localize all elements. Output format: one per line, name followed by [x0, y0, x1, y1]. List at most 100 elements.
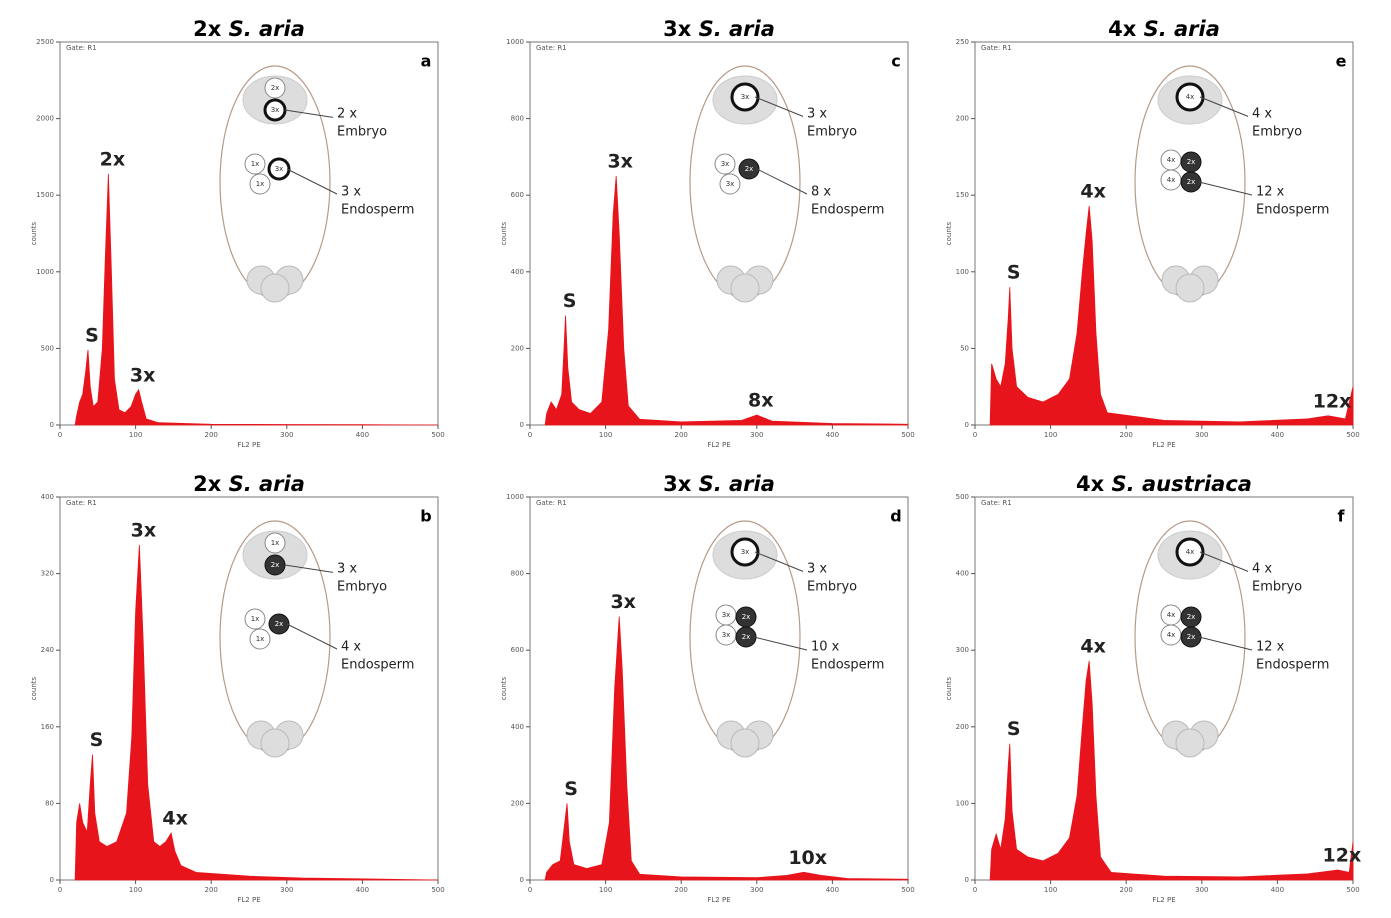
- endosperm-label: Endosperm: [811, 658, 884, 673]
- nucleus-label: 4x: [1167, 631, 1176, 639]
- x-tick-label: 100: [599, 431, 612, 439]
- peak-label: 2x: [100, 148, 125, 170]
- nucleus-label: 4x: [1167, 176, 1176, 184]
- x-tick-label: 0: [973, 431, 977, 439]
- y-tick-label: 600: [511, 646, 524, 654]
- y-tick-label: 0: [965, 421, 969, 429]
- embryo-label: 3 x: [807, 562, 827, 577]
- x-tick-label: 500: [901, 431, 914, 439]
- title-ploidy: 4x: [1076, 472, 1105, 496]
- endosperm-label: Endosperm: [1256, 203, 1329, 218]
- embryo-label: 4 x: [1252, 562, 1272, 577]
- y-tick-label: 250: [956, 38, 969, 46]
- nucleus: [730, 82, 760, 112]
- peak-label: 8x: [748, 390, 773, 412]
- x-axis-label: FL2 PE: [237, 441, 260, 449]
- histogram-area: [544, 176, 909, 426]
- x-tick-label: 400: [826, 886, 839, 894]
- gate-label: Gate: R1: [536, 44, 567, 52]
- nucleus-label: 3x: [726, 180, 735, 188]
- y-tick-label: 240: [41, 646, 54, 654]
- title-ploidy: 3x: [663, 17, 692, 41]
- histogram-area: [989, 660, 1354, 881]
- panel-title: 2x S. aria: [193, 472, 305, 496]
- label-box: [333, 104, 399, 146]
- panel: 3x S. aria Gate: R1 c 0 200 400 600 800 1000 0 100…: [500, 17, 915, 449]
- peak-label: S: [85, 324, 99, 346]
- title-species: S. aria: [699, 472, 775, 496]
- x-tick-label: 0: [58, 886, 62, 894]
- nucleus: [244, 608, 266, 630]
- peak-label: 10x: [788, 847, 827, 869]
- title-species: S. aria: [699, 17, 775, 41]
- panel-letter: d: [890, 507, 901, 526]
- nucleus-label: 3x: [271, 106, 280, 114]
- y-tick-label: 500: [956, 493, 969, 501]
- panel-title: 4x S. aria: [1108, 17, 1220, 41]
- embryo-label: Embryo: [337, 125, 387, 140]
- x-tick-label: 200: [1120, 886, 1133, 894]
- leader-line: [753, 636, 812, 652]
- peak-label: 12x: [1313, 390, 1352, 412]
- embryo-label: Embryo: [1252, 580, 1302, 595]
- nucleus-label: 2x: [742, 613, 751, 621]
- nucleus-label: 3x: [741, 548, 750, 556]
- antipodal-cell: [1175, 728, 1205, 758]
- y-tick-label: 400: [956, 570, 969, 578]
- panel-letter: c: [891, 52, 900, 71]
- y-tick-label: 160: [41, 723, 54, 731]
- y-tick-label: 800: [511, 115, 524, 123]
- label-box: [1252, 637, 1344, 679]
- x-tick-label: 200: [205, 431, 218, 439]
- peak-label: S: [563, 290, 577, 312]
- x-tick-label: 100: [129, 886, 142, 894]
- endosperm-label: 8 x: [811, 185, 831, 200]
- y-axis-label: counts: [945, 676, 953, 700]
- panel-title: 3x S. aria: [663, 17, 775, 41]
- leader-line: [286, 623, 342, 652]
- peak-label: S: [90, 729, 104, 751]
- peak-label: 3x: [610, 591, 635, 613]
- leader-line: [284, 109, 338, 119]
- label-box: [1248, 104, 1314, 146]
- title-ploidy: 2x: [193, 472, 222, 496]
- y-tick-label: 0: [965, 876, 969, 884]
- x-tick-label: 200: [675, 886, 688, 894]
- endosperm-label: 12 x: [1256, 185, 1285, 200]
- embryo-label: Embryo: [1252, 125, 1302, 140]
- y-tick-label: 100: [956, 268, 969, 276]
- y-tick-label: 1000: [506, 38, 524, 46]
- x-tick-label: 500: [901, 886, 914, 894]
- nucleus: [268, 613, 290, 635]
- leader-line: [1198, 181, 1257, 197]
- y-tick-label: 0: [520, 876, 524, 884]
- nucleus: [264, 532, 286, 554]
- antipodal-cell: [260, 273, 290, 303]
- embryo-label: 2 x: [337, 107, 357, 122]
- y-axis-label: counts: [500, 221, 508, 245]
- panel-title: 3x S. aria: [663, 472, 775, 496]
- peak-label: S: [1007, 718, 1021, 740]
- nucleus-label: 3x: [741, 93, 750, 101]
- leader-line: [286, 168, 342, 197]
- x-tick-label: 0: [528, 431, 532, 439]
- antipodal-cell: [730, 728, 760, 758]
- peak-label: 4x: [1080, 180, 1105, 202]
- title-species: S. aria: [1144, 17, 1220, 41]
- nucleus-label: 1x: [256, 180, 265, 188]
- x-axis-label: FL2 PE: [707, 441, 730, 449]
- x-tick-label: 300: [750, 886, 763, 894]
- nucleus-label: 3x: [275, 165, 284, 173]
- gate-label: Gate: R1: [66, 44, 97, 52]
- y-tick-label: 500: [41, 344, 54, 352]
- endosperm-label: 10 x: [811, 640, 840, 655]
- nucleus-label: 4x: [1167, 156, 1176, 164]
- panel: 4x S. austriaca Gate: R1 f 0 100 200 300 400 500…: [945, 472, 1361, 904]
- panel: 2x S. aria Gate: R1 a 0 500 1000 1500 2000 2500 0…: [30, 17, 445, 449]
- x-axis-label: FL2 PE: [1152, 896, 1175, 904]
- histogram-area: [74, 544, 439, 881]
- nucleus: [1175, 537, 1205, 567]
- y-tick-label: 50: [960, 344, 969, 352]
- x-tick-label: 0: [58, 431, 62, 439]
